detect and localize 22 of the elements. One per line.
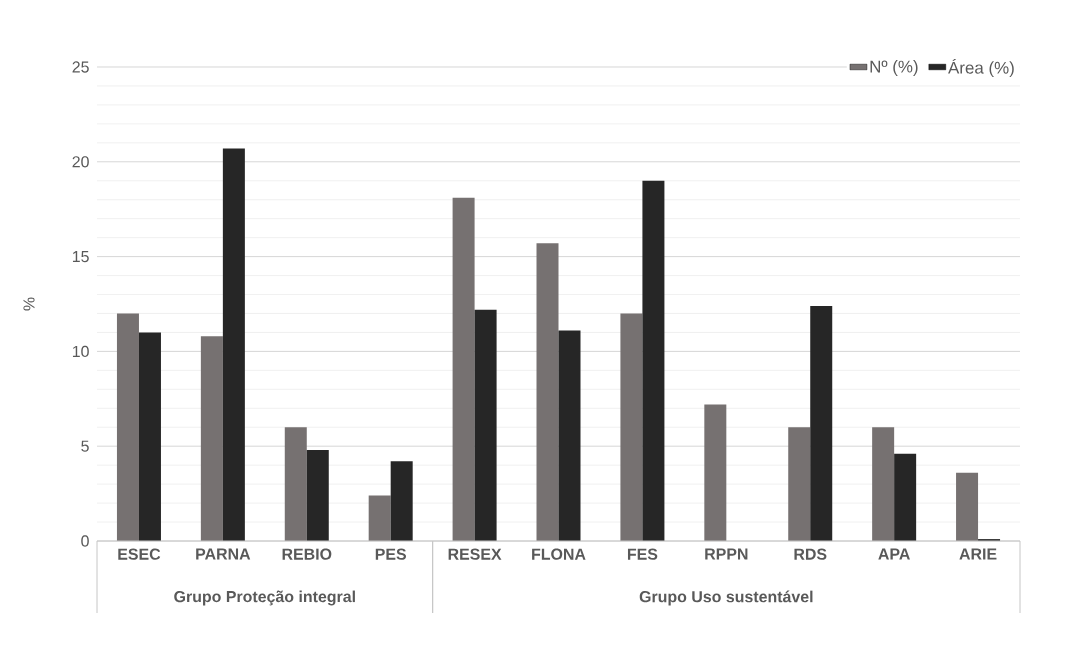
legend-label: Nº (%) — [870, 60, 918, 76]
y-axis-title: % — [23, 297, 35, 311]
y-tick-label: 0 — [81, 535, 89, 547]
y-tick-label: 15 — [72, 251, 89, 263]
y-tick-label: 25 — [72, 61, 89, 73]
x-tick-label: APA — [878, 548, 910, 560]
text: Grupo Proteção integral — [174, 590, 355, 606]
x-tick-label: FLONA — [532, 548, 586, 560]
y-tick-label: 5 — [81, 440, 89, 452]
x-tick-label: PARNA — [196, 548, 251, 560]
x-tick-label: RESEX — [448, 548, 502, 560]
x-tick-label: FES — [627, 548, 658, 560]
x-tick-label: REBIO — [282, 548, 332, 560]
y-tick-label: 20 — [72, 156, 89, 168]
x-tick-label: RPPN — [705, 548, 748, 560]
x-tick-label: RDS — [794, 548, 827, 560]
x-tick-label: PES — [375, 548, 406, 560]
x-tick-label: ESEC — [118, 548, 161, 560]
x-tick-label: ARIE — [959, 548, 997, 560]
legend-label: Área (%) — [948, 58, 1014, 78]
text: Grupo Uso sustentável — [639, 590, 813, 606]
y-tick-label: 10 — [72, 345, 89, 358]
